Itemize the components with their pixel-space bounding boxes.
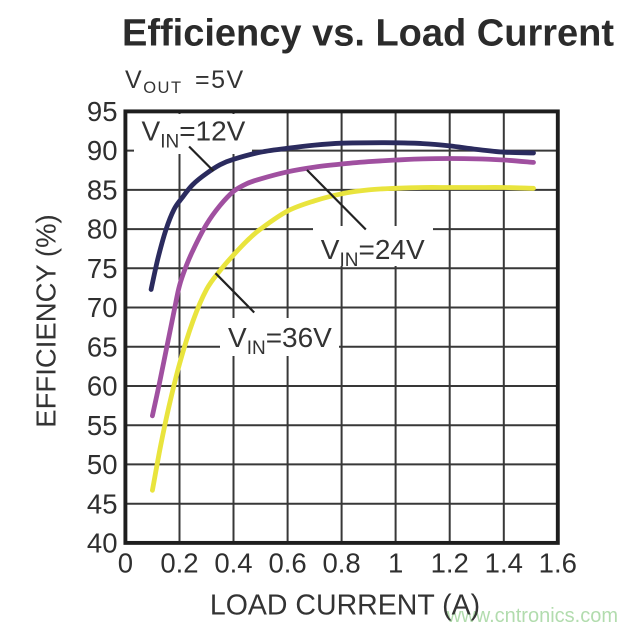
svg-text:40: 40 xyxy=(87,528,118,559)
svg-text:1.6: 1.6 xyxy=(539,548,577,579)
svg-text:85: 85 xyxy=(87,175,118,206)
svg-text:www.cntronics.com: www.cntronics.com xyxy=(446,605,618,627)
svg-text:60: 60 xyxy=(87,371,118,402)
svg-text:EFFICIENCY (%): EFFICIENCY (%) xyxy=(31,214,62,427)
svg-text:0.6: 0.6 xyxy=(268,548,306,579)
svg-text:55: 55 xyxy=(87,410,118,441)
svg-text:75: 75 xyxy=(87,253,118,284)
svg-text:1: 1 xyxy=(388,548,403,579)
svg-text:90: 90 xyxy=(87,135,118,166)
svg-text:50: 50 xyxy=(87,449,118,480)
svg-text:0.4: 0.4 xyxy=(214,548,252,579)
svg-text:VIN=24V: VIN=24V xyxy=(321,234,425,271)
svg-text:95: 95 xyxy=(87,96,118,127)
svg-text:0: 0 xyxy=(118,548,133,579)
svg-text:70: 70 xyxy=(87,292,118,323)
svg-text:1.4: 1.4 xyxy=(485,548,523,579)
svg-text:45: 45 xyxy=(87,488,118,519)
svg-text:VIN=36V: VIN=36V xyxy=(228,322,332,359)
svg-text:0.2: 0.2 xyxy=(160,548,198,579)
svg-text:65: 65 xyxy=(87,331,118,362)
svg-text:LOAD CURRENT (A): LOAD CURRENT (A) xyxy=(210,590,480,622)
svg-text:VIN=12V: VIN=12V xyxy=(142,116,246,153)
svg-text:80: 80 xyxy=(87,214,118,245)
svg-text:0.8: 0.8 xyxy=(322,548,360,579)
svg-text:Efficiency vs. Load Current: Efficiency vs. Load Current xyxy=(122,13,614,55)
svg-text:1.2: 1.2 xyxy=(431,548,469,579)
